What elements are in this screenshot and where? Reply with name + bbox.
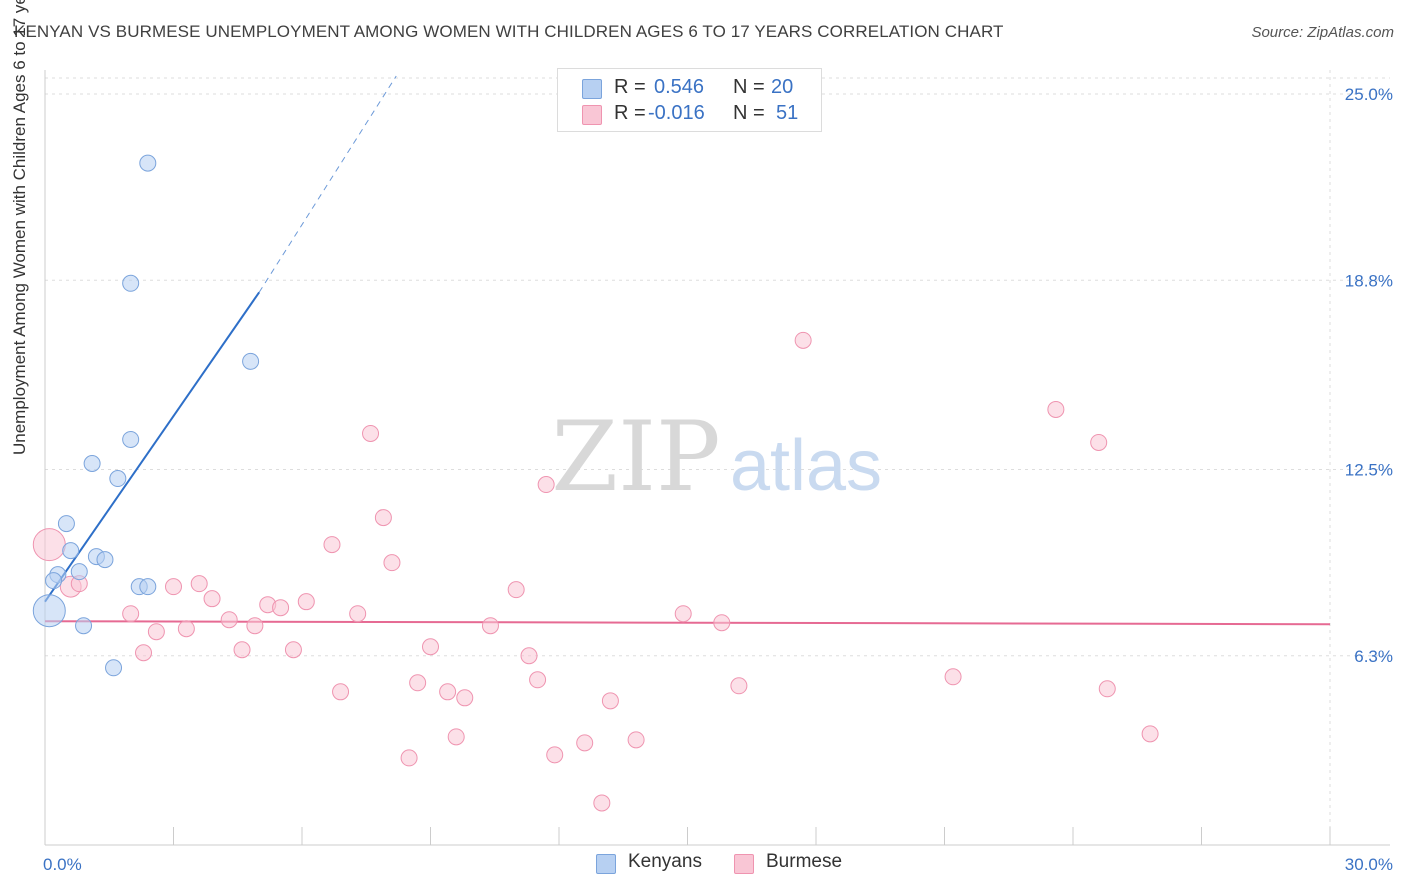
burmese-point — [409, 674, 427, 692]
watermark-atlas: atlas — [730, 426, 882, 506]
burmese-point — [422, 638, 439, 656]
tick-labels: 6.3% 12.5% 18.8% 25.0% 0.0% 30.0% — [43, 85, 1393, 874]
gridlines — [45, 70, 1390, 845]
burmese-point — [362, 424, 380, 442]
legend-label-burmese: Burmese — [766, 851, 843, 872]
burmese-point — [447, 728, 465, 746]
burmese-point — [944, 668, 962, 686]
burmese-point — [147, 623, 165, 641]
burmese-point — [520, 647, 538, 665]
watermark-zip: ZIP — [551, 401, 720, 513]
kenyan-point — [45, 572, 63, 590]
kenyan-point — [62, 542, 80, 560]
burmese-point — [383, 554, 401, 572]
kenyan-point — [109, 470, 127, 488]
burmese-point — [190, 575, 208, 593]
burmese-trend-line — [44, 620, 1331, 626]
legend-n-label: N = — [733, 102, 765, 124]
trend-lines — [44, 75, 1331, 626]
burmese-point — [349, 605, 367, 623]
burmese-point — [203, 590, 221, 608]
kenyan-swatch — [582, 79, 602, 99]
burmese-point — [374, 509, 392, 527]
burmese-point — [537, 476, 555, 494]
burmese-point — [284, 641, 302, 659]
kenyan-point — [122, 274, 140, 292]
legend-r-value: -0.016 — [648, 102, 705, 124]
burmese-point — [481, 617, 499, 635]
burmese-point — [135, 644, 153, 662]
burmese-point — [1098, 680, 1116, 698]
legend-r-label: R = — [614, 76, 646, 98]
kenyan-point — [57, 515, 75, 533]
source-credit: Source: ZipAtlas.com — [1251, 24, 1394, 41]
kenyan-point — [96, 551, 114, 569]
axes — [44, 70, 1390, 846]
burmese-point — [1141, 725, 1159, 743]
burmese-swatch — [582, 105, 602, 125]
kenyan-point — [105, 659, 123, 677]
burmese-point — [177, 620, 195, 638]
burmese-point — [233, 641, 251, 659]
kenyan-point — [70, 563, 88, 581]
burmese-point — [32, 528, 66, 562]
burmese-point — [400, 749, 418, 767]
burmese-point — [456, 689, 474, 707]
burmese-point — [507, 581, 525, 599]
data-points — [32, 154, 1159, 812]
legend-n-label: N = — [733, 76, 765, 98]
correlation-legend: R = 0.546 N = 20 R = -0.016 N = 51 — [557, 68, 822, 132]
burmese-point — [165, 578, 182, 596]
burmese-point — [794, 331, 812, 349]
burmese-point — [297, 593, 315, 611]
kenyan-point — [139, 154, 157, 172]
burmese-point — [1090, 433, 1108, 451]
burmese-point — [627, 731, 645, 749]
burmese-point — [332, 683, 350, 701]
burmese-point — [529, 671, 547, 689]
chart-title: KENYAN VS BURMESE UNEMPLOYMENT AMONG WOM… — [14, 22, 1004, 41]
burmese-point — [601, 692, 619, 710]
y-tick-label: 18.8% — [1345, 271, 1393, 290]
burmese-point — [713, 614, 731, 632]
kenyan-trend-line — [44, 291, 260, 603]
x-tick-label: 0.0% — [43, 855, 82, 874]
legend-label-kenyans: Kenyans — [628, 851, 702, 872]
burmese-point — [246, 617, 264, 635]
legend-r-value: 0.546 — [654, 76, 705, 98]
y-axis-label: Unemployment Among Women with Children A… — [10, 0, 29, 455]
y-tick-label: 6.3% — [1354, 647, 1393, 666]
kenyan-trend-extension — [258, 75, 397, 293]
kenyan-point — [139, 578, 157, 596]
burmese-point — [674, 605, 692, 623]
x-tick-label: 30.0% — [1345, 855, 1393, 874]
kenyan-point — [122, 430, 140, 448]
burmese-point — [323, 536, 341, 554]
y-tick-label: 12.5% — [1345, 461, 1393, 480]
y-tick-label: 25.0% — [1345, 85, 1393, 104]
burmese-point — [576, 734, 594, 752]
burmese-point — [272, 599, 290, 617]
kenyan-point — [242, 352, 260, 370]
burmese-point — [593, 794, 611, 812]
burmese-point — [730, 677, 748, 695]
burmese-point — [220, 611, 238, 629]
legend-n-value: 51 — [776, 102, 799, 124]
kenyan-point — [32, 594, 66, 628]
watermark: ZIP atlas — [551, 401, 882, 513]
burmese-point — [439, 683, 457, 701]
burmese-point — [546, 746, 564, 764]
kenyan-legend-swatch — [596, 854, 616, 874]
burmese-legend-swatch — [734, 854, 754, 874]
legend-r-label: R = — [614, 102, 646, 124]
burmese-point — [1047, 400, 1065, 418]
kenyan-point — [75, 617, 93, 635]
burmese-point — [122, 605, 140, 623]
kenyan-point — [83, 455, 101, 473]
legend-n-value: 20 — [771, 76, 794, 98]
